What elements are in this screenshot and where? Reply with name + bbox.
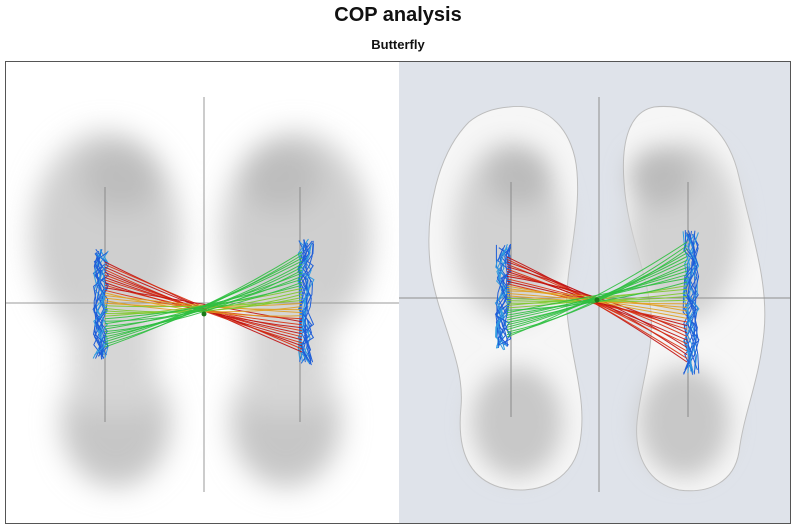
cop-figure-frame bbox=[5, 61, 791, 524]
cop-transfer-line bbox=[104, 295, 303, 314]
cop-transfer-line bbox=[506, 270, 688, 319]
cop-transfer-line bbox=[104, 266, 303, 335]
left-cop-cluster-line bbox=[93, 251, 109, 355]
cop-center-point bbox=[594, 297, 600, 303]
page-subtitle: Butterfly bbox=[371, 37, 425, 52]
right-cop-cluster-line bbox=[299, 240, 315, 362]
left-foot-midfoot bbox=[71, 302, 156, 412]
cop-butterfly-plot-right bbox=[399, 97, 790, 492]
right-foot-toes bbox=[241, 142, 321, 212]
left-cop-cluster-line bbox=[495, 246, 508, 349]
right-cop-cluster-line bbox=[298, 239, 314, 363]
right-foot-toes bbox=[629, 147, 693, 207]
left-foot-heel bbox=[472, 367, 562, 477]
right-cop-cluster-line bbox=[682, 233, 698, 374]
cop-transfer-line bbox=[104, 251, 303, 348]
foot-pressure-right-map bbox=[454, 142, 739, 477]
left-cop-cluster-line bbox=[498, 247, 512, 346]
cop-transfer-line bbox=[506, 280, 688, 327]
cop-butterfly-plot-left bbox=[6, 97, 399, 492]
left-cop-cluster-line bbox=[495, 248, 512, 347]
left-cop-cluster-line bbox=[93, 252, 110, 357]
cop-center-point bbox=[201, 311, 207, 317]
left-foot-toes bbox=[81, 142, 161, 212]
page-title: COP analysis bbox=[334, 4, 462, 26]
left-foot-toes bbox=[487, 147, 551, 207]
right-cop-cluster-line bbox=[684, 230, 699, 371]
cop-transfer-line bbox=[104, 263, 303, 338]
right-cop-cluster-line bbox=[299, 243, 314, 362]
right-foot-midfoot bbox=[246, 302, 331, 412]
left-cop-cluster-line bbox=[92, 253, 106, 360]
cop-transfer-line bbox=[506, 295, 688, 305]
cop-transfer-line bbox=[506, 281, 688, 311]
cop-transfer-line bbox=[506, 277, 688, 314]
left-cop-cluster-line bbox=[494, 244, 508, 351]
right-foot-heel bbox=[639, 367, 729, 477]
cop-transfer-line bbox=[104, 254, 303, 345]
pressure-map-panel-right bbox=[399, 62, 790, 523]
pressure-map-panel-left bbox=[6, 62, 399, 523]
cop-transfer-line bbox=[506, 252, 688, 331]
cop-transfer-line bbox=[506, 241, 688, 338]
cop-trajectory-traces bbox=[92, 238, 315, 366]
foot-pressure-left-map bbox=[31, 132, 371, 487]
cop-trajectory-traces bbox=[494, 230, 700, 375]
